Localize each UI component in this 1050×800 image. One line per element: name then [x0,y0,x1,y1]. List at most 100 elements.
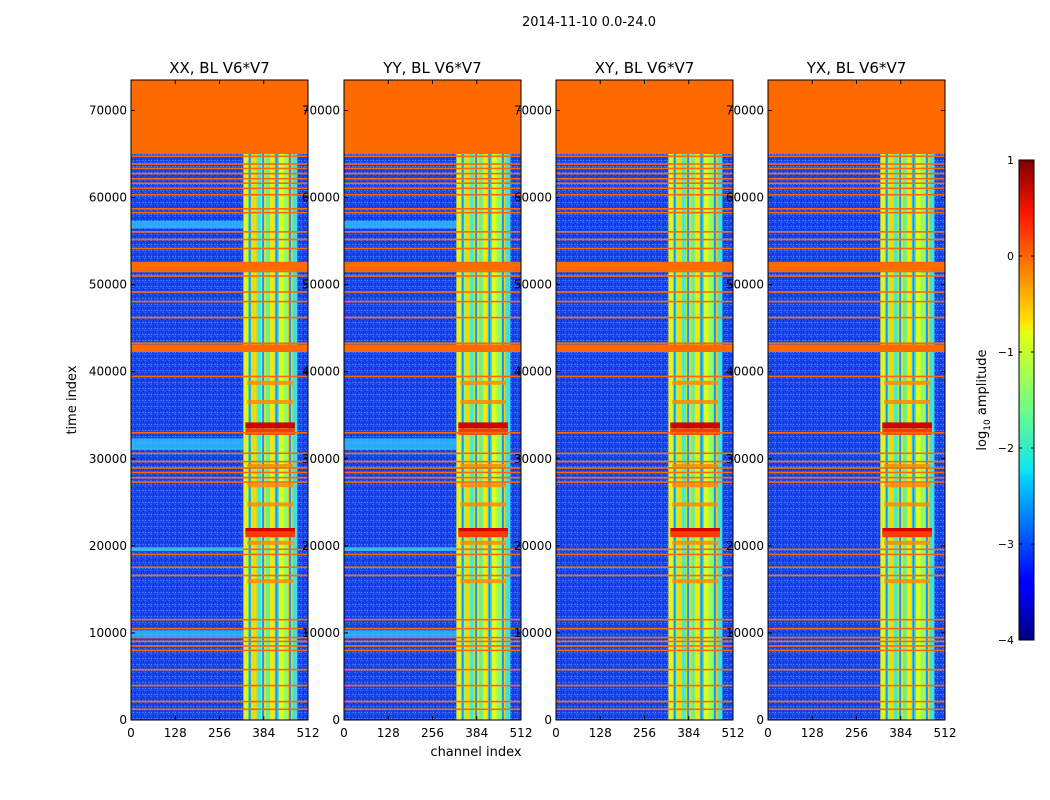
flagged-row [768,300,945,303]
flagged-row [131,316,308,319]
flagged-row [556,187,733,190]
colorbar-tick-label: 0 [1007,250,1014,263]
hot-patch [882,422,932,429]
flagged-row [131,566,308,568]
flagged-row [344,155,521,158]
flagged-row [556,432,733,434]
flagged-row [556,627,733,630]
y-tick-label: 50000 [302,278,340,292]
flagged-row [131,481,308,483]
flagged-row [344,163,521,165]
warm-patch [460,502,506,507]
hot-patch [458,422,508,429]
flagged-row [344,476,521,479]
flagged-row [556,177,733,180]
y-tick-label: 40000 [302,365,340,379]
flagged-row [768,238,945,241]
flagged-row [131,432,308,434]
warm-patch [460,464,506,468]
flagged-row [131,627,308,630]
flagged-row [344,231,521,233]
warm-patch [247,483,293,488]
flagged-row [768,261,945,268]
x-tick-label: 384 [252,726,275,740]
flagged-row [131,187,308,190]
flagged-row [131,344,308,350]
y-tick-label: 30000 [514,452,552,466]
flagged-row [131,668,308,671]
flagged-row [556,553,733,556]
flagged-row [131,300,308,303]
warm-patch [672,540,718,545]
flagged-row [131,645,308,647]
hot-patch [458,528,508,534]
flagged-row [344,167,521,170]
flagged-row [556,645,733,647]
flagged-row [344,193,521,196]
flagged-row [768,316,945,319]
flagged-row [556,275,733,277]
flagged-row [131,163,308,165]
flagged-row [131,476,308,479]
colorbar-gradient [1018,159,1035,641]
warm-patch [460,483,506,488]
x-tick-label: 0 [552,726,560,740]
y-tick-label: 60000 [302,191,340,205]
flagged-row [344,645,521,647]
flagged-row [344,182,521,184]
x-axis-label: channel index [430,745,521,760]
signal-band-stripe [929,80,935,720]
y-tick-label: 0 [332,713,340,727]
flagged-row [344,684,521,687]
flagged-row [131,247,308,250]
flagged-row [768,344,945,350]
hot-patch [245,531,295,538]
x-tick-label: 384 [465,726,488,740]
figure-title: 2014-11-10 0.0-24.0 [522,15,656,30]
panel: XY, BL V6*V7 0 128 256 384 512 0 10000 20000 3000… [514,59,745,740]
flagged-row [131,618,308,621]
panel-title: YY, BL V6*V7 [382,59,481,77]
flagged-row [344,460,521,463]
flagged-row [344,261,521,268]
x-tick-label: 384 [677,726,700,740]
flagged-row [556,155,733,158]
y-tick-label: 50000 [514,278,552,292]
colorbar: 1 0 −1 −2 −3 −4 log10 amplitude [975,154,1035,647]
warm-patch [460,579,506,584]
flagged-row [768,645,945,647]
x-tick-label: 0 [127,726,135,740]
flagged-row [131,636,308,639]
flagged-row [131,177,308,180]
flagged-row [131,155,308,158]
flagged-row [131,553,308,556]
y-tick-label: 10000 [302,626,340,640]
panel: YX, BL V6*V7 0 128 256 384 512 0 10000 20000 3000… [726,59,957,740]
y-tick-label: 20000 [726,539,764,553]
flagged-row [131,267,308,271]
hot-patch [882,531,932,538]
flagged-row [344,348,521,352]
rfi-band [131,547,244,552]
x-tick-label: 0 [764,726,772,740]
flagged-row [556,163,733,165]
hot-patch [245,422,295,429]
flagged-row [344,467,521,469]
flagged-row [768,275,945,277]
flagged-row [768,574,945,577]
flagged-row [131,467,308,469]
flagged-row [344,618,521,621]
flagged-row [344,708,521,711]
flagged-row [768,163,945,165]
flagged-row [768,187,945,190]
flagged-row [344,700,521,703]
hot-patch [458,531,508,538]
warm-patch [460,400,506,404]
y-tick-label: 10000 [514,626,552,640]
flagged-row [768,700,945,703]
y-tick-label: 0 [756,713,764,727]
flagged-row [556,649,733,652]
hot-patch [882,428,932,435]
flagged-row [556,618,733,621]
warm-patch [672,483,718,488]
